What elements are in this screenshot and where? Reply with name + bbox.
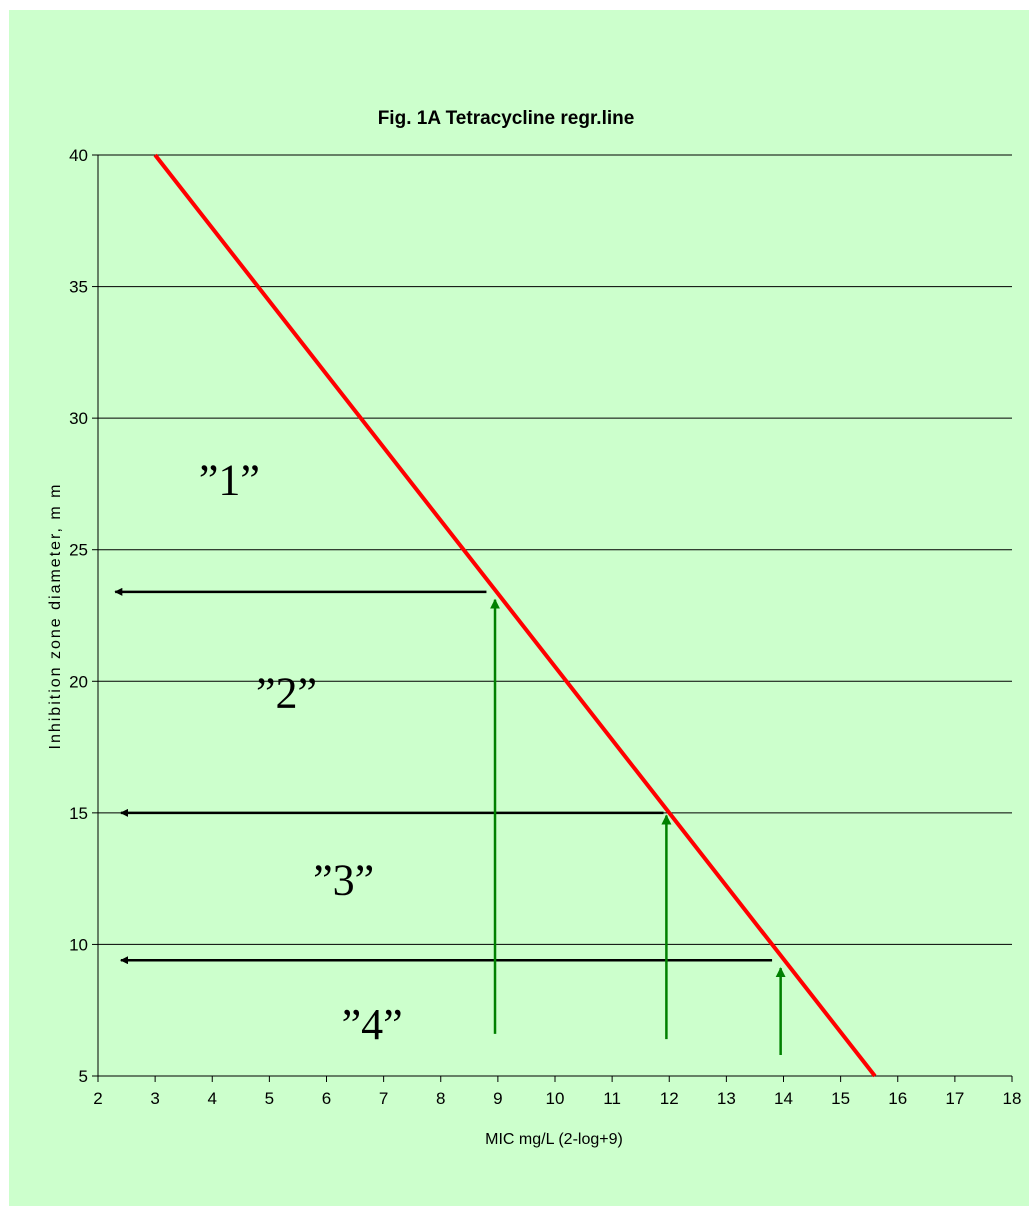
y-tick-label: 20 bbox=[69, 672, 88, 691]
regression-line bbox=[153, 153, 877, 1078]
x-tick-label: 13 bbox=[717, 1089, 736, 1108]
x-tick-label: 14 bbox=[774, 1089, 793, 1108]
grid-lines bbox=[98, 154, 1012, 945]
x-tick-label: 9 bbox=[493, 1089, 502, 1108]
y-tick-label: 25 bbox=[69, 541, 88, 560]
y-tick-label: 40 bbox=[69, 146, 88, 165]
x-tick-label: 2 bbox=[93, 1089, 102, 1108]
y-tick-label: 5 bbox=[79, 1067, 88, 1086]
x-tick-label: 6 bbox=[322, 1089, 331, 1108]
region-label: ”4” bbox=[342, 1000, 403, 1049]
x-tick-label: 4 bbox=[208, 1089, 217, 1108]
series-layer bbox=[153, 153, 877, 1078]
x-tick-label: 12 bbox=[660, 1089, 679, 1108]
chart-area bbox=[9, 10, 1029, 1206]
x-tick-label: 18 bbox=[1003, 1089, 1022, 1108]
x-tick-label: 17 bbox=[945, 1089, 964, 1108]
annotations: ”1” ”2” ”3” ”4” bbox=[114, 455, 786, 1055]
region-label: ”2” bbox=[256, 669, 317, 718]
x-tick-label: 11 bbox=[603, 1089, 621, 1108]
axes bbox=[97, 155, 1012, 1077]
y-tick-label: 10 bbox=[69, 935, 88, 954]
region-label: ”3” bbox=[313, 855, 374, 904]
x-tick-label: 3 bbox=[150, 1089, 159, 1108]
x-tick-label: 16 bbox=[888, 1089, 907, 1108]
x-tick-label: 5 bbox=[265, 1089, 274, 1108]
x-tick-label: 7 bbox=[379, 1089, 388, 1108]
y-tick-label: 30 bbox=[69, 409, 88, 428]
y-tick-label: 35 bbox=[69, 278, 88, 297]
region-label: ”1” bbox=[199, 455, 260, 504]
chart-title: Fig. 1A Tetracycline regr.line bbox=[378, 108, 635, 129]
x-axis-title: MIC mg/L (2-log+9) bbox=[485, 1131, 623, 1148]
x-tick-label: 10 bbox=[546, 1089, 565, 1108]
x-tick-label: 8 bbox=[436, 1089, 445, 1108]
y-axis-title: Inhibition zone diameter, m m bbox=[47, 483, 64, 750]
x-tick-label: 15 bbox=[831, 1089, 850, 1108]
y-tick-label: 15 bbox=[69, 804, 88, 823]
tick-labels: 2 3 4 5 6 7 8 9 10 11 12 13 14 15 16 17 18 5 10 15 20 25 30 35 4… bbox=[69, 146, 1021, 1108]
